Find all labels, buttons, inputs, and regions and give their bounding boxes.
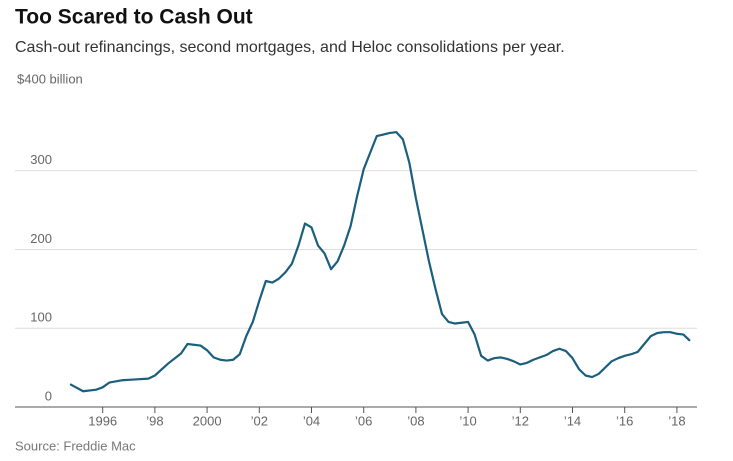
y-tick-label: 300 <box>30 152 52 167</box>
x-tick-label: ’10 <box>459 413 476 428</box>
y-tick-label: 200 <box>30 231 52 246</box>
x-tick-label: ’14 <box>564 413 581 428</box>
x-tick-label: ’04 <box>303 413 320 428</box>
x-tick-label: ’08 <box>407 413 424 428</box>
x-tick-label: 2000 <box>193 413 222 428</box>
x-tick-label: ’98 <box>146 413 163 428</box>
x-tick-label: ’12 <box>512 413 529 428</box>
x-tick-label: 1996 <box>88 413 117 428</box>
x-tick-label: ’02 <box>251 413 268 428</box>
source: Source: Freddie Mac <box>15 438 136 453</box>
chart-title: Too Scared to Cash Out <box>15 6 253 29</box>
x-tick-label: ’16 <box>616 413 633 428</box>
y-tick-label: 0 <box>45 388 52 403</box>
y-tick-label: $400 billion <box>17 71 83 86</box>
y-tick-label: 100 <box>30 310 52 325</box>
x-tick-label: ’18 <box>668 413 685 428</box>
chart-subtitle: Cash-out refinancings, second mortgages,… <box>15 39 565 56</box>
data-line <box>69 131 691 393</box>
x-tick-label: ’06 <box>355 413 372 428</box>
